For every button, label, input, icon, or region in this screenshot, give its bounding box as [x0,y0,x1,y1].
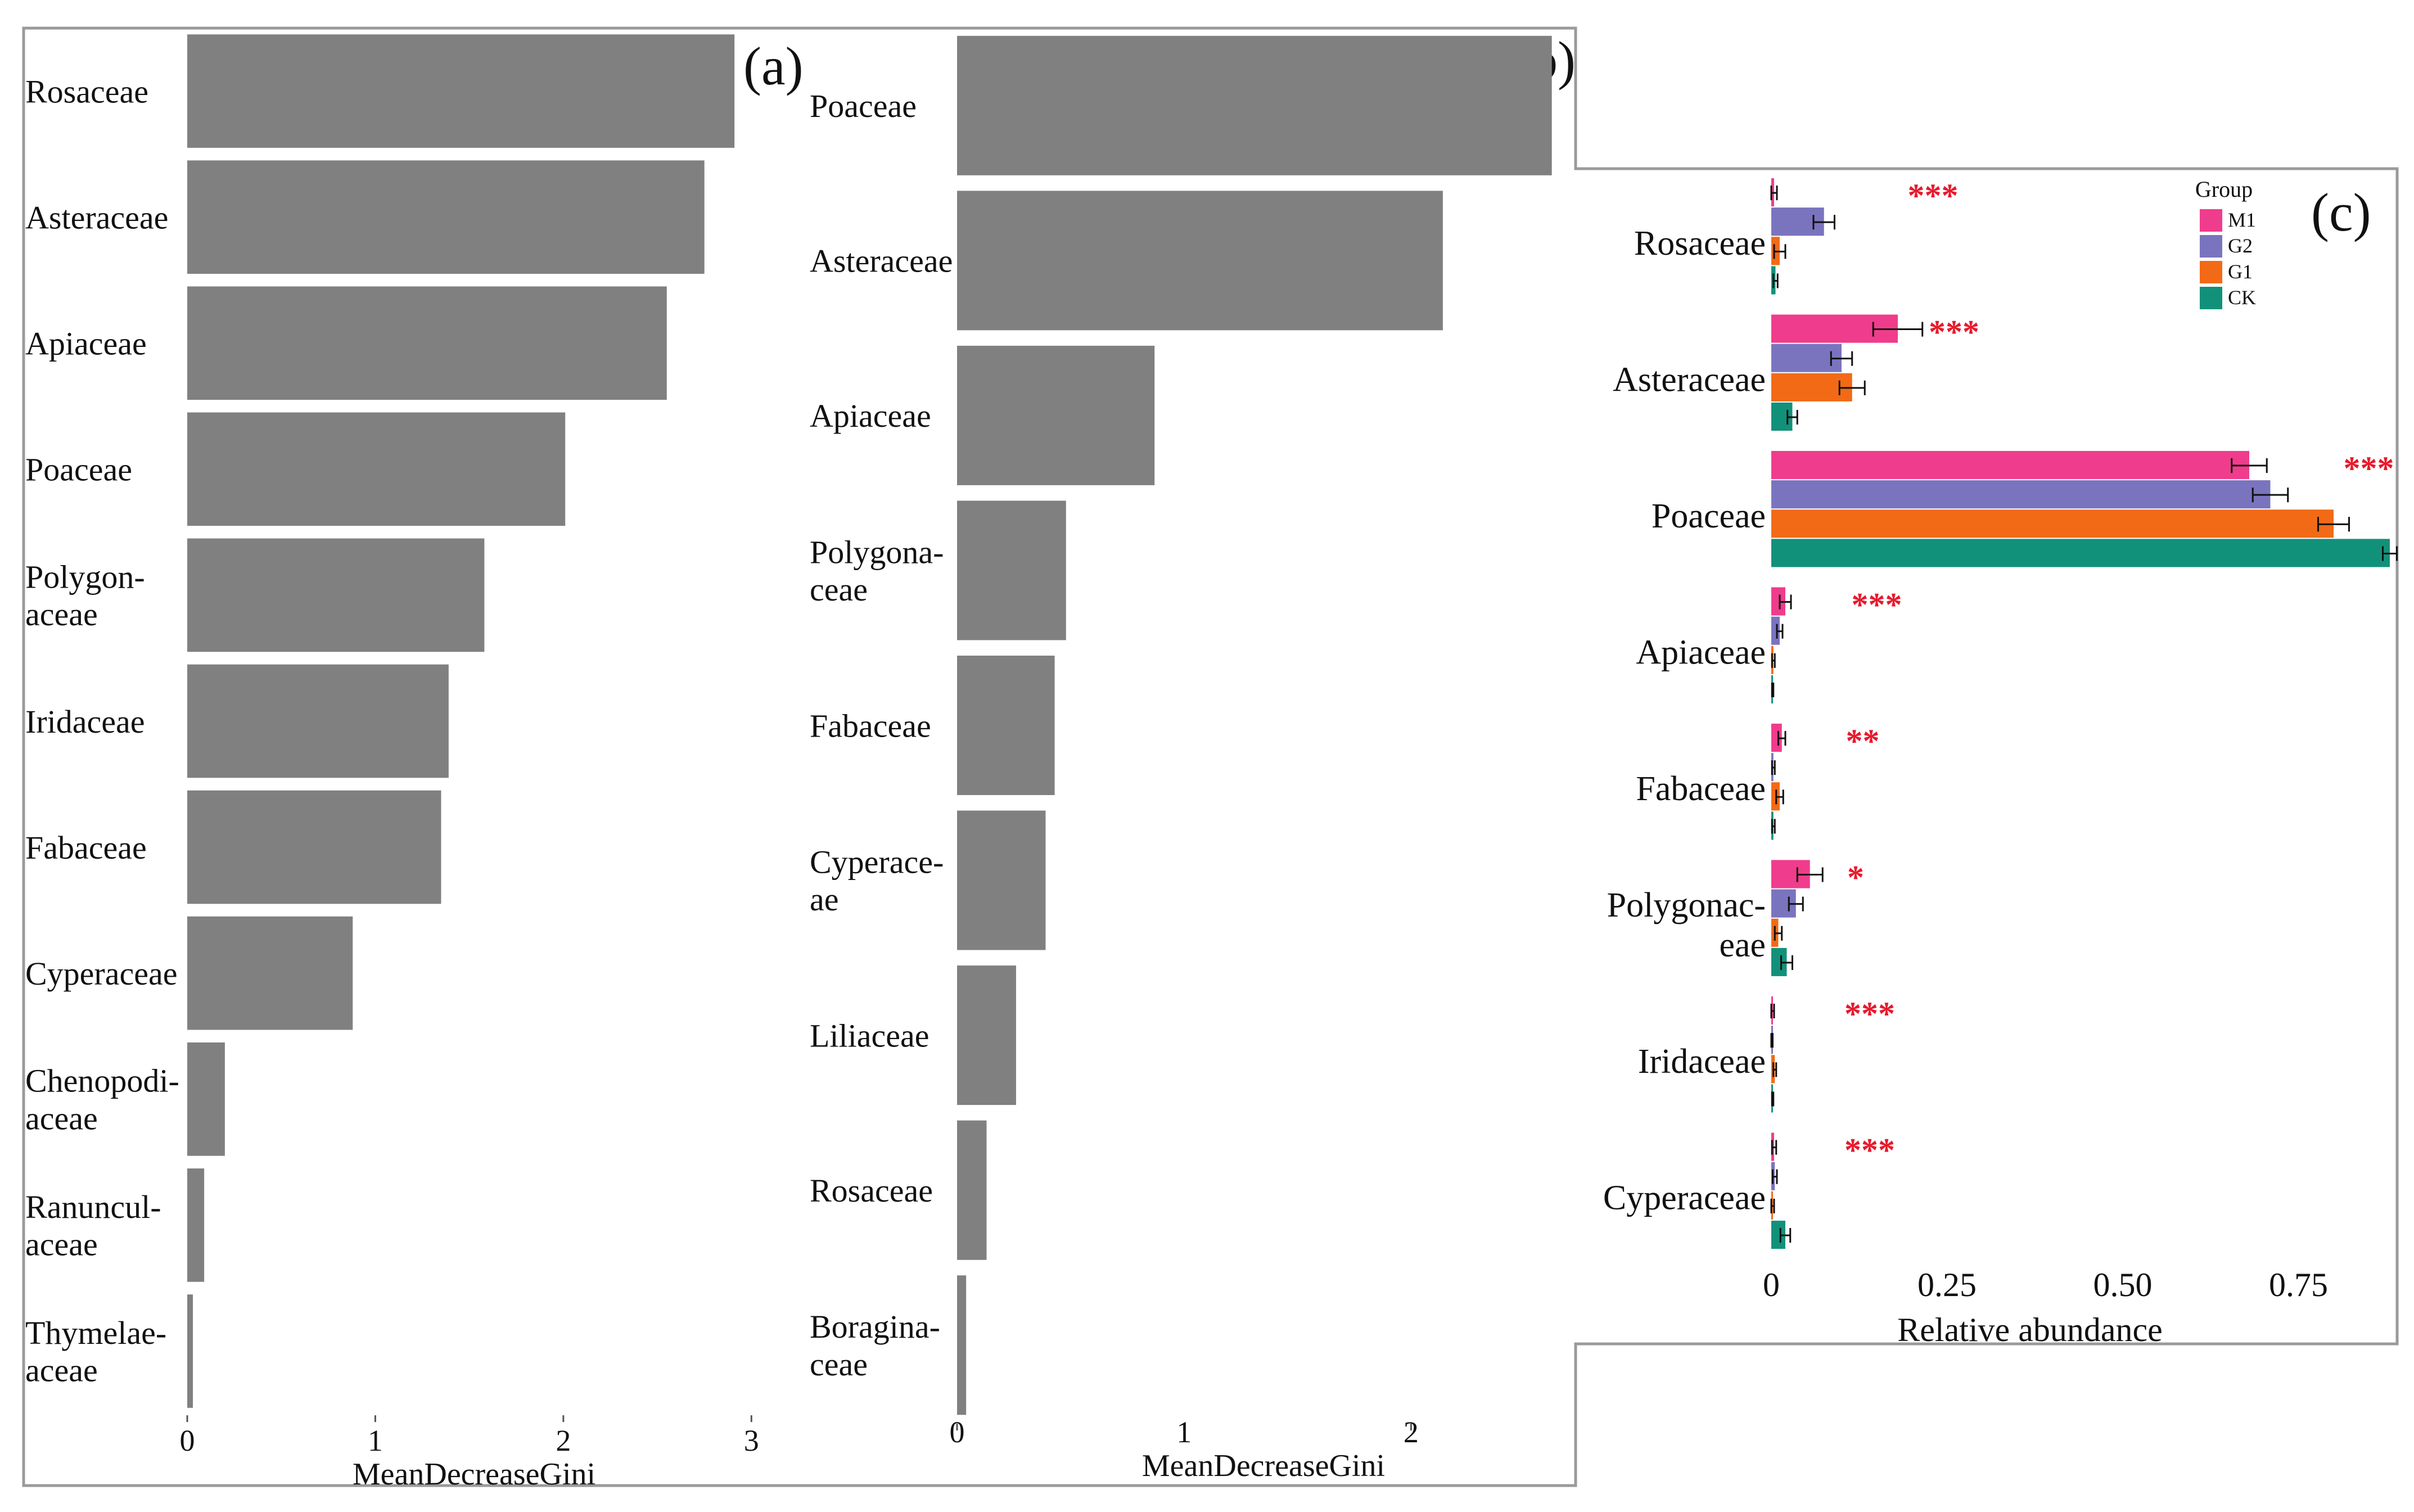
panel-a-chart: Rosaceae Asteraceae Apiaceae Poaceae Polygon… [25,34,759,1492]
category-label: Fabaceae [1636,770,1766,808]
legend: Group M1 G2 G1 CK [2195,177,2256,309]
gini-bar [187,412,566,526]
category-label: Asteraceae [810,243,953,279]
gini-bar [187,790,441,904]
gini-bar [957,965,1016,1105]
gini-bar [187,286,667,400]
category-label: Cyperaceae [25,955,177,992]
x-axis-title: MeanDecreaseGini [1142,1448,1385,1483]
significance-marker: *** [1852,586,1902,623]
gini-bar [187,664,449,778]
gini-bar [957,35,1552,175]
gini-bar [957,810,1046,950]
x-tick-label: 3 [744,1424,759,1457]
panel-b-chart: Poaceae Asteraceae Apiaceae Polygona-ceae Fa… [810,35,1552,1483]
category-label: Rosaceae [25,73,148,110]
category-label: Fabaceae [25,829,147,866]
gini-bar [957,656,1055,795]
category-label: Cyperaceae [1603,1179,1766,1217]
category-label: Poaceae [810,88,917,124]
gini-bar [187,538,485,652]
x-tick-label: 1 [368,1424,383,1457]
significance-marker: *** [1908,177,1959,214]
category-label: Rosaceae [1634,224,1766,263]
category-label: Polygona-ceae [810,534,944,608]
category-label: Liliaceae [810,1017,929,1054]
abundance-bar [1771,539,2390,567]
legend-label: G1 [2228,260,2253,283]
category-label: Apiaceae [1636,633,1766,671]
category-label: Iridaceae [25,703,145,740]
x-tick-label: 0.25 [1917,1266,1977,1303]
category-label: Fabaceae [810,707,931,744]
x-axis-title: MeanDecreaseGini [353,1457,595,1492]
category-label: Asteraceae [1613,360,1766,399]
legend-swatch [2200,287,2222,309]
category-label: Boragina-ceae [810,1308,940,1383]
legend-swatch [2200,209,2222,232]
gini-bar [187,1042,225,1156]
gini-bar [187,34,735,148]
category-label: Iridaceae [1638,1042,1766,1081]
gini-bar [957,345,1155,485]
panel-c-letter: (c) [2311,182,2371,242]
category-label: Chenopodi-aceae [25,1063,179,1137]
category-label: Ranuncul-aceae [25,1189,161,1263]
significance-marker: *** [1929,313,1979,350]
category-label: Poaceae [25,452,132,488]
x-tick-label: 1 [1176,1415,1192,1449]
x-tick-label: 0.75 [2269,1266,2328,1303]
x-tick-label: 0 [180,1424,195,1457]
significance-marker: *** [2344,450,2394,487]
x-tick-label: 2 [556,1424,571,1457]
legend-label: M1 [2228,209,2256,231]
figure-border [22,26,2399,1487]
significance-marker: ** [1846,723,1880,760]
gini-bar [957,1120,987,1260]
x-tick-label: 0 [1763,1266,1780,1303]
category-label: Apiaceae [810,398,931,434]
category-label: Thymelae-aceae [25,1315,166,1389]
abundance-bar [1771,723,1782,752]
abundance-bar [1771,450,2249,480]
gini-bar [187,1294,193,1408]
gini-bar [187,916,353,1030]
panel-a-letter: (a) [743,36,804,96]
category-label: Asteraceae [25,199,168,236]
legend-title: Group [2195,177,2253,202]
abundance-bar [1771,480,2271,509]
significance-marker: *** [1844,995,1895,1032]
gini-bar [957,191,1443,331]
gini-bar [957,500,1066,640]
x-tick-label: 2 [1404,1415,1419,1449]
legend-label: G2 [2228,234,2253,257]
abundance-bar [1771,344,1842,372]
significance-marker: * [1847,859,1864,896]
legend-swatch [2200,235,2222,258]
legend-swatch [2200,261,2222,283]
category-label: Polygonac-eae [1607,886,1766,964]
gini-bar [957,1275,967,1415]
category-label: Polygon-aceae [25,558,145,633]
category-label: Apiaceae [25,326,147,362]
gini-bar [187,160,705,274]
gini-bar [187,1168,205,1282]
category-label: Cyperace-ae [810,844,944,918]
category-label: Rosaceae [810,1172,933,1209]
category-label: Poaceae [1652,497,1766,535]
abundance-bar [1771,509,2334,538]
x-axis-title: Relative abundance [1897,1311,2162,1348]
significance-marker: *** [1844,1131,1895,1168]
x-tick-label: 0.50 [2093,1266,2153,1303]
panel-c-chart: Rosaceae***Asteraceae***Poaceae***Apiace… [1603,177,2398,1348]
legend-label: CK [2228,286,2256,309]
x-tick-label: 0 [950,1415,965,1449]
